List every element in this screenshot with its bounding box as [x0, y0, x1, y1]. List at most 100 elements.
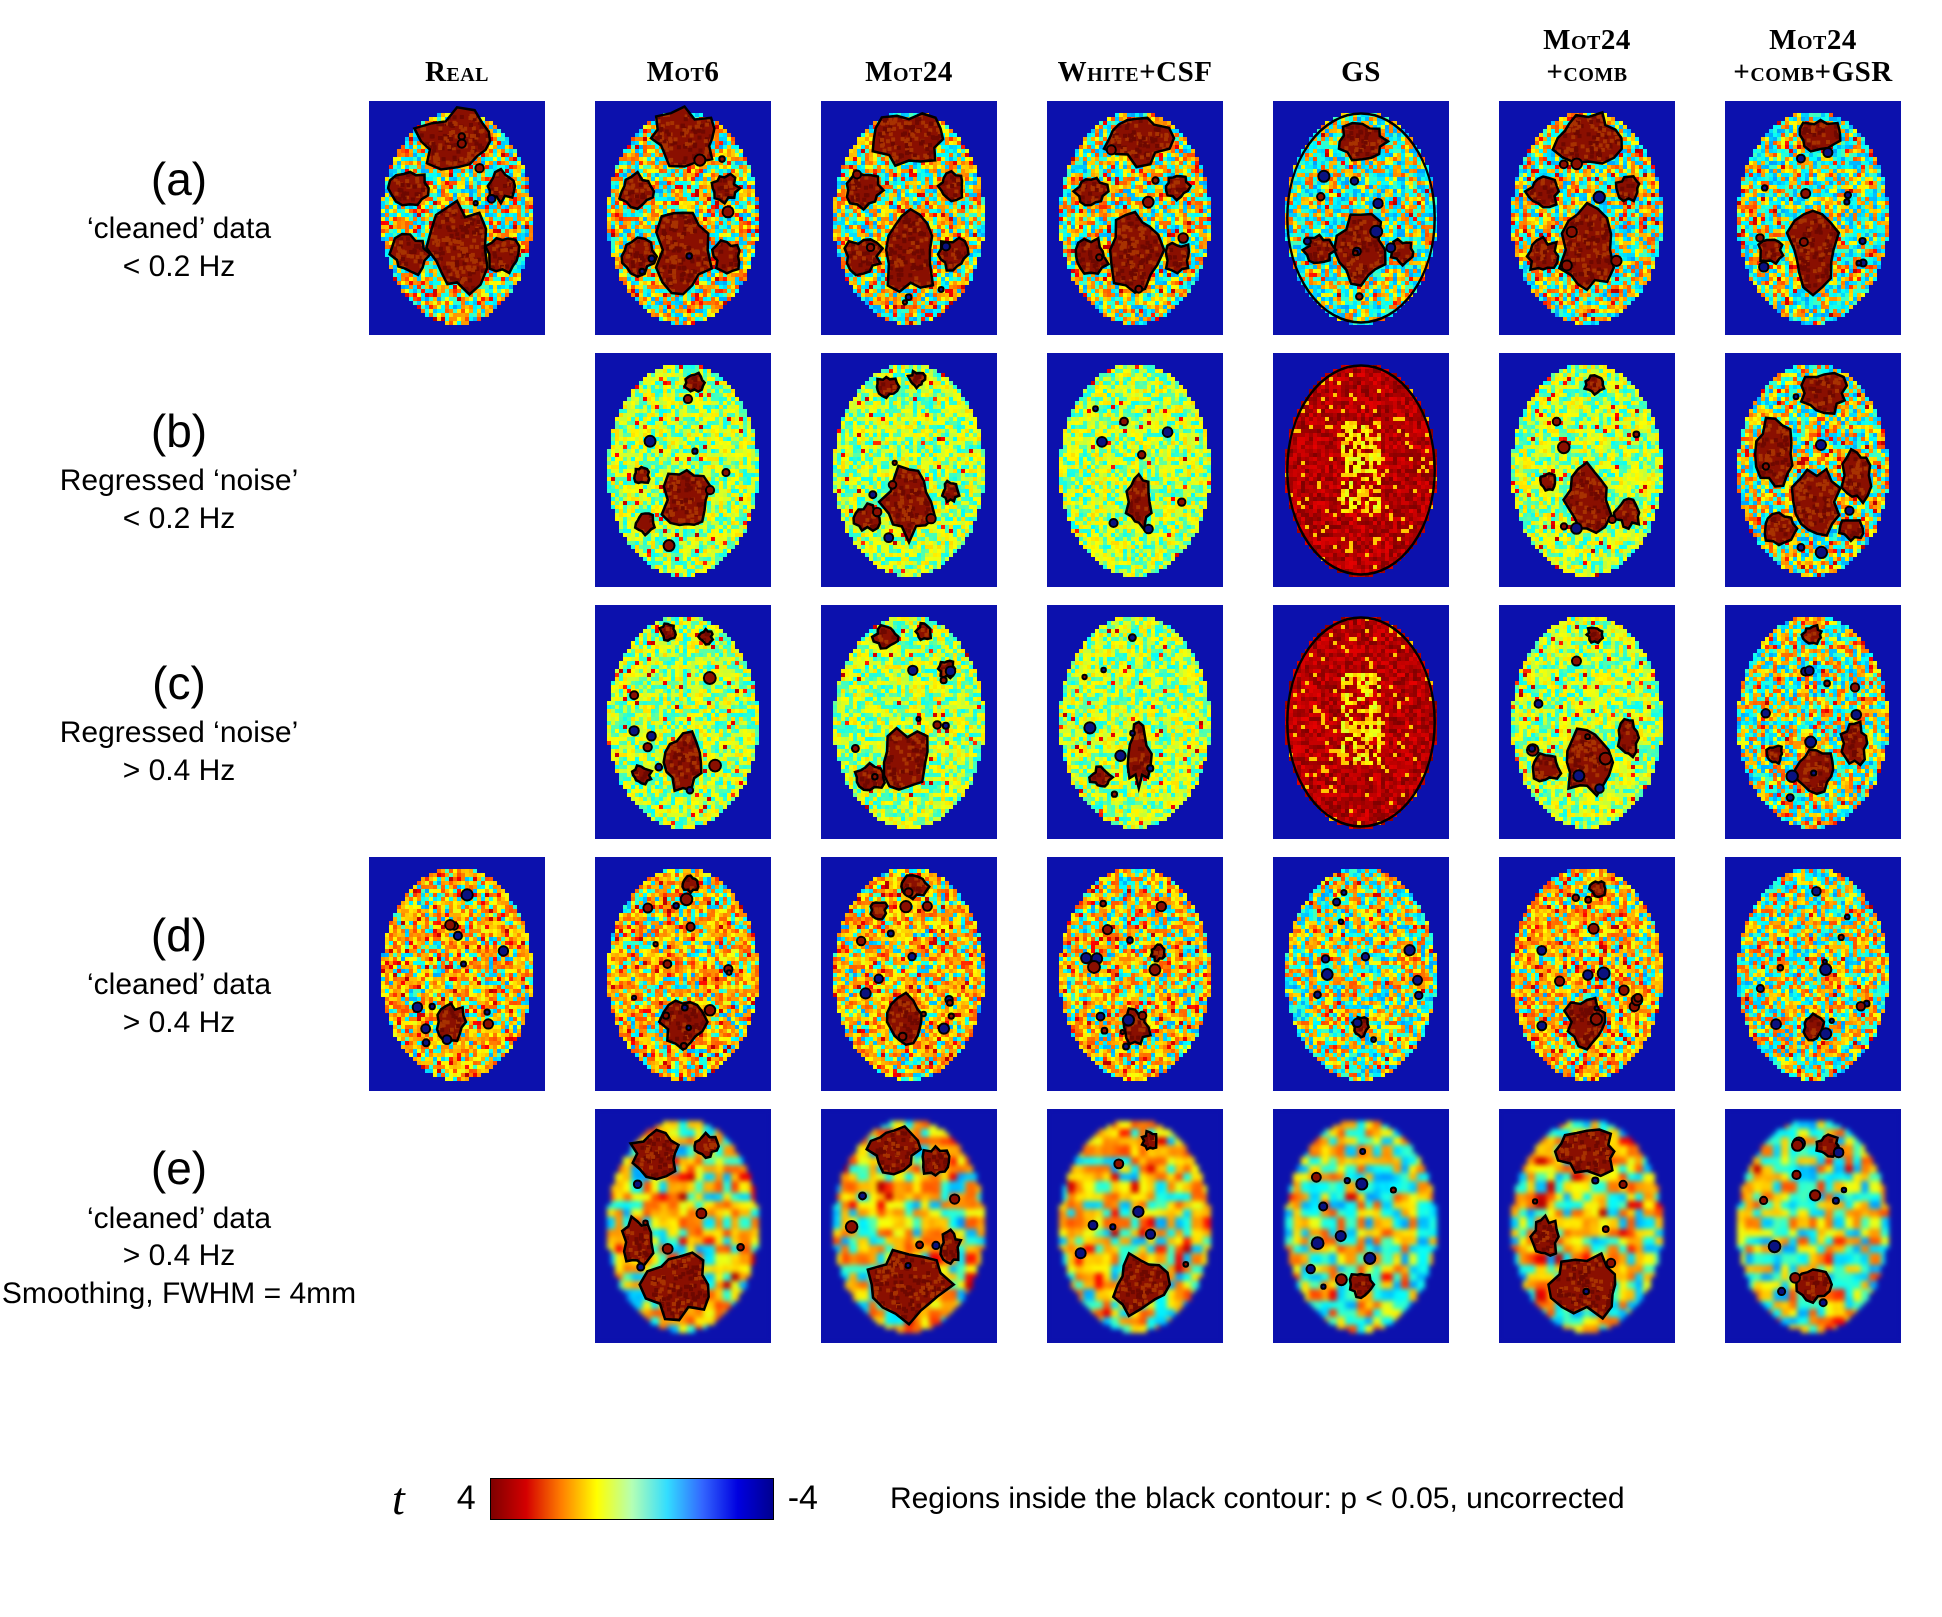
- significance-note: Regions inside the black contour: p < 0.…: [889, 1481, 1625, 1515]
- map-cell: [1474, 596, 1700, 848]
- map-cell: [1248, 848, 1474, 1100]
- column-header-line: GS: [1341, 55, 1381, 88]
- map-cell: [1248, 596, 1474, 848]
- row-caption-line: Regressed ‘noise’: [59, 716, 299, 750]
- column-headers: Real Mot6 Mot24 White+CSF GS Mot24 +comb Mot24 +…: [0, 0, 1942, 92]
- map-cell: [1474, 848, 1700, 1100]
- row-caption-line: Regressed ‘noise’: [59, 464, 299, 498]
- map-cell: [344, 596, 570, 848]
- row-caption-line: > 0.4 Hz: [122, 1005, 236, 1039]
- brain-map-b-col4: [1047, 353, 1223, 587]
- brain-map-a-col2: [595, 101, 771, 335]
- brain-map-b-col3: [821, 353, 997, 587]
- row-label: (a) ‘cleaned’ data < 0.2 Hz: [14, 92, 344, 344]
- map-cell: [1700, 1100, 1926, 1352]
- column-header-line: White+CSF: [1057, 55, 1213, 88]
- row-caption-line: ‘cleaned’ data: [86, 1201, 272, 1235]
- row-label: (d) ‘cleaned’ data > 0.4 Hz: [14, 848, 344, 1100]
- row-caption-line: < 0.2 Hz: [122, 249, 236, 283]
- brain-map-b-col5: [1273, 353, 1449, 587]
- brain-map-a-col6: [1499, 101, 1675, 335]
- colorbar: [489, 1477, 774, 1520]
- brain-map-d-col5: [1273, 857, 1449, 1091]
- row-caption-line: > 0.4 Hz: [122, 753, 236, 787]
- brain-map-e-col6: [1499, 1109, 1675, 1343]
- map-cell: [1022, 1100, 1248, 1352]
- brain-map-e-col3: [821, 1109, 997, 1343]
- figure-row-a: (a) ‘cleaned’ data < 0.2 Hz: [0, 92, 1942, 344]
- map-cell: [1474, 92, 1700, 344]
- brain-map-e-col7: [1725, 1109, 1901, 1343]
- brain-map-a-col5: [1273, 101, 1449, 335]
- brain-map-e-col5: [1273, 1109, 1449, 1343]
- map-cell: [1248, 92, 1474, 344]
- map-cell: [570, 848, 796, 1100]
- column-header-line: Real: [424, 55, 490, 88]
- brain-map-d-col1: [369, 857, 545, 1091]
- map-cell: [1022, 92, 1248, 344]
- map-cell: [570, 344, 796, 596]
- map-cell: [344, 92, 570, 344]
- brain-map-d-col4: [1047, 857, 1223, 1091]
- column-header-line: Mot24: [1769, 24, 1857, 57]
- map-cell: [1700, 596, 1926, 848]
- column-header-1: Real: [344, 55, 570, 92]
- map-cell: [1474, 344, 1700, 596]
- figure-row-d: (d) ‘cleaned’ data > 0.4 Hz: [0, 848, 1942, 1100]
- column-header-line: +comb+GSR: [1733, 55, 1893, 88]
- map-cell: [344, 1100, 570, 1352]
- colorbar-row: t 4 -4 Regions inside the black contour:…: [0, 1472, 1942, 1525]
- column-header-3: Mot24: [796, 55, 1022, 92]
- map-cell: [570, 596, 796, 848]
- figure-row-b: (b) Regressed ‘noise’ < 0.2 Hz: [0, 344, 1942, 596]
- brain-map-b-col2: [595, 353, 771, 587]
- brain-map-e-col4: [1047, 1109, 1223, 1343]
- brain-map-d-col7: [1725, 857, 1901, 1091]
- brain-map-d-col3: [821, 857, 997, 1091]
- column-header-line: Mot24: [865, 55, 953, 88]
- row-label: (c) Regressed ‘noise’ > 0.4 Hz: [14, 596, 344, 848]
- brain-map-a-col4: [1047, 101, 1223, 335]
- brain-map-a-col3: [821, 101, 997, 335]
- map-cell: [796, 1100, 1022, 1352]
- row-caption-line: ‘cleaned’ data: [86, 968, 272, 1002]
- brain-map-b-col7: [1725, 353, 1901, 587]
- map-cell: [796, 596, 1022, 848]
- brain-map-c-col7: [1725, 605, 1901, 839]
- map-cell: [1248, 1100, 1474, 1352]
- row-tag: (b): [150, 404, 208, 457]
- colorbar-min-label: -4: [787, 1479, 818, 1517]
- map-cell: [1248, 344, 1474, 596]
- row-caption-line: Smoothing, FWHM = 4mm: [1, 1276, 357, 1310]
- map-cell: [1700, 344, 1926, 596]
- map-cell: [796, 344, 1022, 596]
- map-cell: [1022, 344, 1248, 596]
- map-cell: [1022, 848, 1248, 1100]
- map-cell: [570, 1100, 796, 1352]
- brain-map-a-col7: [1725, 101, 1901, 335]
- figure-row-c: (c) Regressed ‘noise’ > 0.4 Hz: [0, 596, 1942, 848]
- brain-map-c-col3: [821, 605, 997, 839]
- colorbar-symbol: t: [392, 1473, 405, 1524]
- brain-map-e-col2: [595, 1109, 771, 1343]
- row-tag: (d): [150, 908, 208, 961]
- row-tag: (e): [150, 1142, 208, 1194]
- row-tag: (a): [150, 152, 208, 205]
- map-cell: [570, 92, 796, 344]
- brain-map-c-col2: [595, 605, 771, 839]
- column-header-7: Mot24 +comb+GSR: [1700, 25, 1926, 92]
- column-header-4: White+CSF: [1022, 55, 1248, 92]
- column-header-2: Mot6: [570, 56, 796, 92]
- brain-map-c-col5: [1273, 605, 1449, 839]
- map-cell: [1700, 92, 1926, 344]
- row-caption-line: < 0.2 Hz: [122, 501, 236, 535]
- map-cell: [344, 344, 570, 596]
- column-header-5: GS: [1248, 55, 1474, 92]
- map-cell: [796, 848, 1022, 1100]
- map-cell: [796, 92, 1022, 344]
- column-header-6: Mot24 +comb: [1474, 25, 1700, 92]
- row-tag: (c): [152, 656, 206, 709]
- row-caption-line: ‘cleaned’ data: [86, 212, 272, 246]
- row-label: (b) Regressed ‘noise’ < 0.2 Hz: [14, 344, 344, 596]
